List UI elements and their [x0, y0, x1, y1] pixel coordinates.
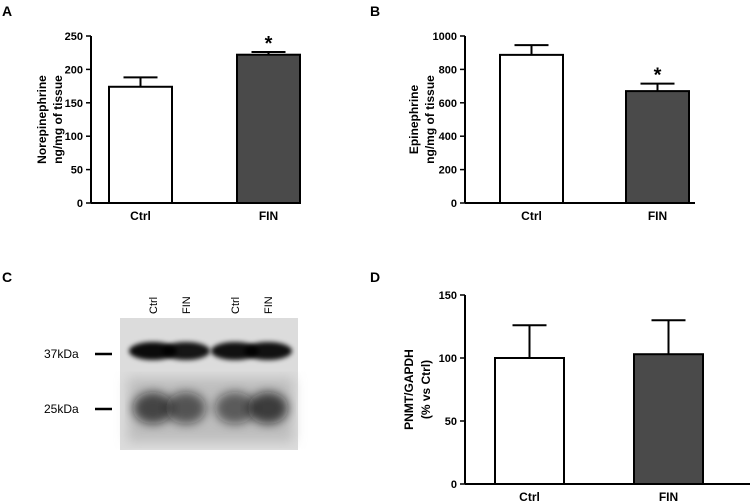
y-axis-label-line2: ng/mg of tissue [423, 75, 437, 164]
y-tick-label: 1000 [433, 31, 457, 43]
lower-band-lane-1 [133, 392, 173, 424]
y-tick-label: 0 [451, 198, 457, 210]
y-tick-label: 100 [65, 131, 83, 143]
lower-band-lane-3 [215, 392, 255, 424]
bar-fin [236, 53, 301, 205]
y-axis-label-line2: ng/mg of tissue [51, 75, 65, 164]
upper-band-lane-2 [162, 342, 210, 360]
western-blot: Ctrl FIN Ctrl FIN 37kDa 25kDa [44, 296, 298, 450]
lane-label-2: FIN [181, 296, 193, 314]
y-tick-label: 600 [439, 98, 457, 110]
bar-fin [625, 90, 690, 204]
lower-band-lane-4 [248, 392, 288, 424]
marker-label-25kda: 25kDa [44, 402, 79, 416]
y-tick-label: 150 [65, 98, 83, 110]
significance-star: * [265, 33, 273, 55]
y-axis-label-line2: (% vs Ctrl) [419, 360, 433, 419]
x-category-label: FIN [648, 209, 667, 223]
y-tick-label: 150 [439, 290, 457, 302]
y-tick-label: 250 [65, 31, 83, 43]
y-tick-label: 0 [451, 479, 457, 491]
y-tick-label: 200 [65, 64, 83, 76]
significance-star: * [654, 65, 662, 87]
bar-ctrl [108, 85, 173, 204]
bar-ctrl [494, 357, 565, 485]
lane-label-4: FIN [263, 296, 275, 314]
lane-label-3: Ctrl [230, 297, 242, 314]
lane-label-1: Ctrl [148, 297, 160, 314]
upper-band-lane-4 [244, 342, 292, 360]
panel-label-d: D [370, 269, 380, 285]
y-tick-label: 50 [445, 416, 457, 428]
y-tick-label: 800 [439, 64, 457, 76]
y-tick-label: 200 [439, 165, 457, 177]
y-axis-label-line1: Norepinephrine [35, 75, 49, 164]
bar-ctrl [499, 53, 564, 204]
y-axis-label-line1: Epinephrine [407, 85, 421, 155]
bar-fin [633, 353, 704, 485]
x-category-label: FIN [259, 209, 278, 223]
x-category-label: Ctrl [130, 209, 151, 223]
lower-band-lane-2 [166, 392, 206, 424]
panel-label-a: A [2, 3, 12, 19]
x-category-label: FIN [659, 490, 678, 504]
x-category-label: Ctrl [519, 490, 540, 504]
y-tick-label: 100 [439, 353, 457, 365]
y-tick-label: 50 [71, 165, 83, 177]
upper-band-lane-1 [129, 342, 177, 360]
y-tick-label: 400 [439, 131, 457, 143]
y-tick-label: 0 [77, 198, 83, 210]
marker-label-37kda: 37kDa [44, 347, 79, 361]
chart-norepinephrine: 0 50 100 150 200 250 Ctrl FIN * Norepinephrine ng/… [35, 31, 301, 223]
panel-label-b: B [370, 3, 380, 19]
chart-epinephrine: 0 200 400 600 800 1000 Ctrl FIN * Epinephrine ng/m… [407, 31, 695, 223]
y-axis-label-line1: PNMT/GAPDH [402, 349, 416, 430]
x-category-label: Ctrl [521, 209, 542, 223]
upper-band-lane-3 [211, 342, 259, 360]
chart-pnmt-gapdh: 0 50 100 150 Ctrl FIN PNMT/GAPDH (% vs Ctrl) [402, 290, 750, 504]
panel-label-c: C [2, 269, 12, 285]
